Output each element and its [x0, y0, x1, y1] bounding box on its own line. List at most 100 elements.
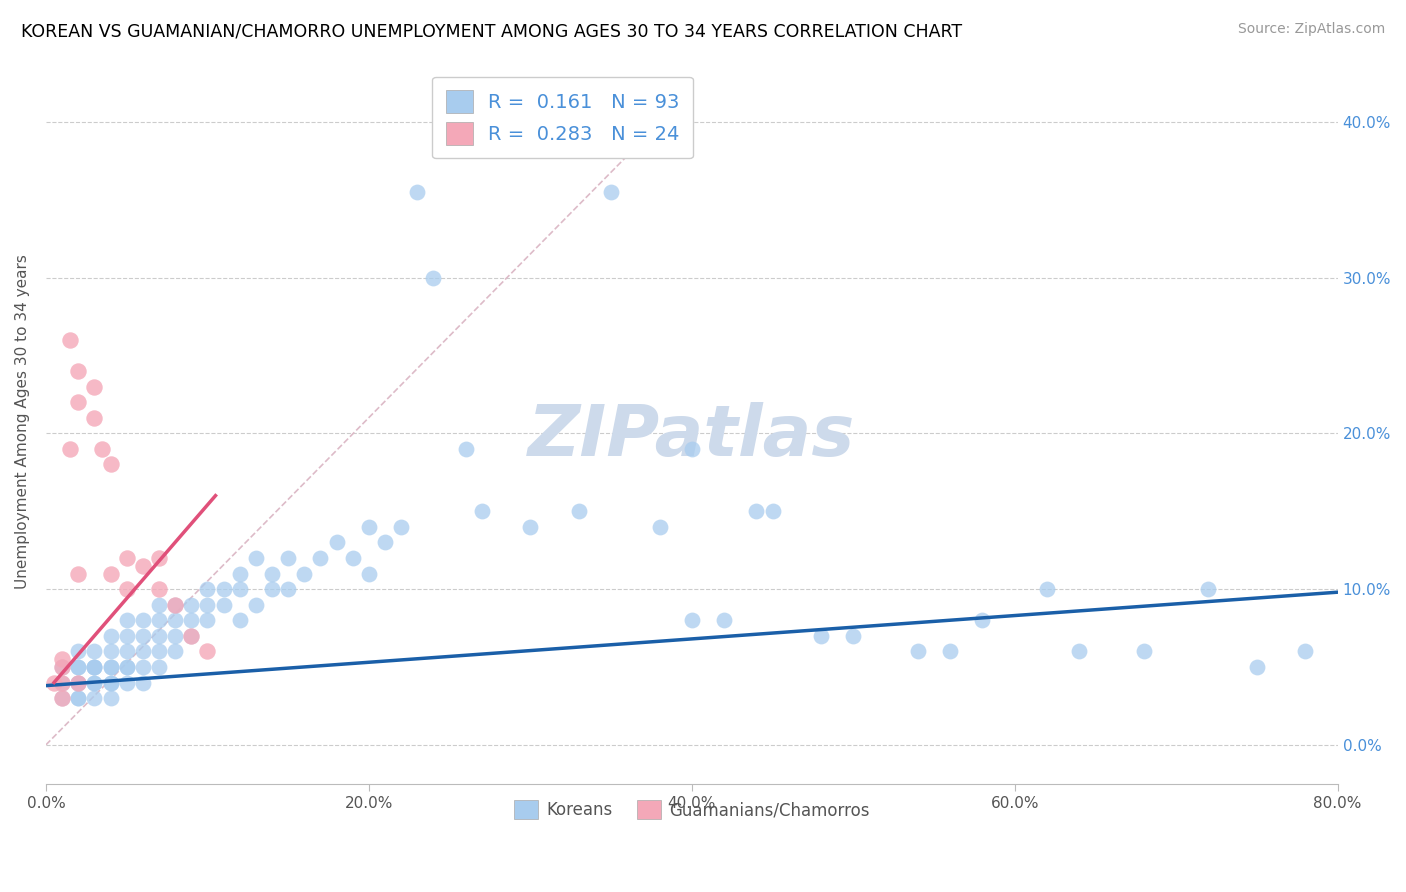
Point [454, 442, 477, 456]
Point [83, 691, 105, 706]
Point [51, 660, 73, 674]
Point [83, 675, 105, 690]
Point [67, 675, 90, 690]
Point [277, 582, 299, 596]
Point [260, 582, 283, 596]
Point [600, 185, 623, 199]
Point [165, 598, 187, 612]
Point [100, 675, 122, 690]
Point [51, 691, 73, 706]
Point [197, 613, 219, 627]
Point [132, 629, 155, 643]
Point [357, 520, 380, 534]
Point [1133, 644, 1156, 658]
Point [1036, 582, 1059, 596]
Point [67, 691, 90, 706]
Point [212, 582, 235, 596]
Point [67, 566, 90, 581]
Point [132, 675, 155, 690]
Point [100, 660, 122, 674]
Point [132, 558, 155, 573]
Point [713, 613, 735, 627]
Point [100, 566, 122, 581]
Point [648, 520, 671, 534]
Point [67, 691, 90, 706]
Point [115, 675, 138, 690]
Point [51, 660, 73, 674]
Point [67, 644, 90, 658]
Point [51, 675, 73, 690]
Point [115, 582, 138, 596]
Point [357, 566, 380, 581]
Point [148, 582, 170, 596]
Point [67, 675, 90, 690]
Point [260, 566, 283, 581]
Point [115, 629, 138, 643]
Text: Source: ZipAtlas.com: Source: ZipAtlas.com [1237, 22, 1385, 37]
Point [91, 442, 114, 456]
Point [132, 613, 155, 627]
Point [245, 598, 267, 612]
Point [180, 598, 202, 612]
Point [197, 644, 219, 658]
Point [165, 613, 187, 627]
Point [67, 395, 90, 409]
Text: KOREAN VS GUAMANIAN/CHAMORRO UNEMPLOYMENT AMONG AGES 30 TO 34 YEARS CORRELATION : KOREAN VS GUAMANIAN/CHAMORRO UNEMPLOYMEN… [21, 22, 962, 40]
Point [83, 644, 105, 658]
Point [406, 185, 429, 199]
Legend: Koreans, Guamanians/Chamorros: Koreans, Guamanians/Chamorros [508, 794, 876, 826]
Point [519, 520, 541, 534]
Point [939, 644, 962, 658]
Point [761, 504, 783, 518]
Point [907, 644, 929, 658]
Point [228, 613, 250, 627]
Point [325, 535, 347, 549]
Point [228, 582, 250, 596]
Point [100, 675, 122, 690]
Point [180, 629, 202, 643]
Point [83, 660, 105, 674]
Point [100, 644, 122, 658]
Point [197, 598, 219, 612]
Point [165, 598, 187, 612]
Point [277, 550, 299, 565]
Point [42, 675, 65, 690]
Point [100, 629, 122, 643]
Point [115, 644, 138, 658]
Point [197, 582, 219, 596]
Point [374, 535, 396, 549]
Point [1294, 644, 1316, 658]
Point [115, 613, 138, 627]
Point [59, 333, 82, 347]
Point [681, 613, 703, 627]
Point [212, 598, 235, 612]
Point [228, 566, 250, 581]
Point [67, 660, 90, 674]
Point [972, 613, 994, 627]
Point [148, 629, 170, 643]
Y-axis label: Unemployment Among Ages 30 to 34 years: Unemployment Among Ages 30 to 34 years [15, 254, 30, 589]
Point [51, 675, 73, 690]
Point [83, 410, 105, 425]
Point [67, 660, 90, 674]
Point [745, 504, 768, 518]
Point [59, 442, 82, 456]
Point [148, 644, 170, 658]
Point [180, 629, 202, 643]
Point [83, 660, 105, 674]
Point [842, 629, 865, 643]
Point [681, 442, 703, 456]
Point [309, 550, 332, 565]
Point [389, 520, 412, 534]
Point [180, 613, 202, 627]
Point [100, 458, 122, 472]
Point [148, 550, 170, 565]
Point [148, 598, 170, 612]
Point [83, 660, 105, 674]
Point [67, 364, 90, 378]
Point [148, 660, 170, 674]
Point [148, 613, 170, 627]
Text: ZIPatlas: ZIPatlas [529, 401, 855, 471]
Point [292, 566, 315, 581]
Point [1198, 582, 1220, 596]
